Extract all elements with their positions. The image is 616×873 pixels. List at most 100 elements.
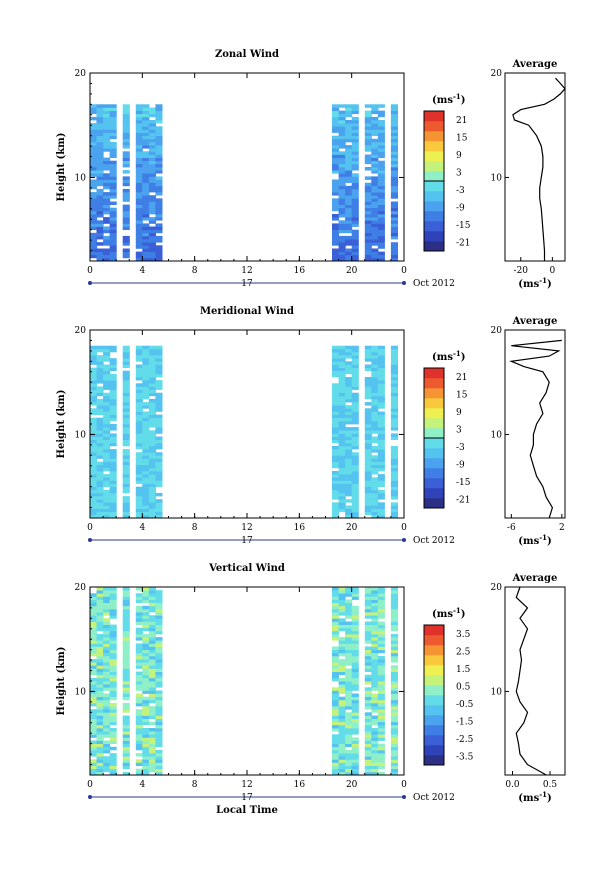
- heatmap-cell: [332, 615, 340, 619]
- heatmap-cell: [351, 232, 359, 237]
- heatmap-cell: [364, 508, 372, 513]
- heatmap-cell: [109, 395, 117, 400]
- heatmap-cell: [148, 176, 156, 180]
- heatmap-cell: [377, 449, 385, 453]
- heatmap-cell: [135, 163, 143, 168]
- heatmap-cell: [109, 702, 117, 707]
- heatmap-cell: [351, 655, 359, 660]
- heatmap-cell: [390, 771, 398, 776]
- heatmap-cell: [345, 145, 353, 149]
- heatmap-cell: [122, 637, 130, 641]
- heatmap-cell: [96, 587, 104, 591]
- heatmap-cell: [148, 348, 156, 353]
- heatmap-cell: [96, 655, 104, 660]
- heatmap-cell: [345, 627, 353, 632]
- heatmap-cell: [345, 126, 353, 130]
- heatmap-cell: [135, 154, 143, 158]
- heatmap-cell: [371, 380, 379, 384]
- heatmap-cell: [103, 712, 111, 716]
- heatmap-cell: [351, 724, 359, 729]
- heatmap-cell: [390, 511, 398, 516]
- avg-y-tick-label: 20: [491, 326, 503, 336]
- heatmap-cell: [122, 753, 130, 757]
- heatmap-cell: [148, 154, 156, 158]
- heatmap-cell: [351, 452, 359, 456]
- heatmap-cell: [96, 605, 104, 610]
- heatmap-cell: [332, 373, 340, 378]
- heatmap-cell: [377, 721, 385, 726]
- heatmap-cell: [345, 173, 353, 177]
- heatmap-cell: [142, 690, 150, 694]
- heatmap-cell: [371, 702, 379, 707]
- heatmap-cell: [90, 734, 98, 738]
- heatmap-cell: [390, 762, 398, 766]
- heatmap-cell: [345, 728, 353, 732]
- x-tick-label: 20: [346, 266, 358, 276]
- heatmap-cell: [142, 605, 150, 610]
- heatmap-cell: [90, 759, 98, 763]
- heatmap-cell: [338, 207, 346, 212]
- heatmap-cell: [122, 662, 130, 666]
- heatmap-cell: [155, 176, 163, 180]
- heatmap-cell: [90, 392, 98, 397]
- heatmap-cell: [135, 126, 143, 130]
- heatmap-cell: [142, 477, 150, 481]
- heatmap-cell: [122, 430, 130, 434]
- heatmap-cell: [90, 464, 98, 469]
- heatmap-cell: [390, 728, 398, 732]
- heatmap-cell: [155, 229, 163, 234]
- heatmap-cell: [148, 138, 156, 143]
- heatmap-cell: [142, 608, 150, 613]
- heatmap-cell: [371, 696, 379, 701]
- heatmap-cell: [142, 355, 150, 359]
- heatmap-cell: [371, 242, 379, 246]
- heatmap-cell: [338, 157, 346, 162]
- heatmap-cell: [345, 762, 353, 766]
- heatmap-cell: [338, 176, 346, 180]
- heatmap-cell: [135, 480, 143, 484]
- x-tick-label: 0: [401, 780, 407, 790]
- heatmap-cell: [135, 461, 143, 466]
- heatmap-cell: [90, 192, 98, 196]
- heatmap-cell: [135, 182, 143, 187]
- heatmap-cell: [155, 182, 163, 187]
- heatmap-cell: [338, 104, 346, 108]
- heatmap-cell: [345, 643, 353, 647]
- heatmap-cell: [364, 129, 372, 133]
- heatmap-cell: [142, 151, 150, 155]
- heatmap-cell: [90, 671, 98, 676]
- heatmap-cell: [122, 361, 130, 365]
- heatmap-cell: [90, 681, 98, 685]
- heatmap-cell: [332, 734, 340, 738]
- heatmap-cell: [148, 439, 156, 444]
- heatmap-cell: [96, 709, 104, 713]
- heatmap-cell: [155, 348, 163, 353]
- heatmap-cell: [142, 740, 150, 744]
- heatmap-cell: [345, 724, 353, 729]
- colorbar-segment: [424, 111, 444, 122]
- average-profile-line: [512, 77, 566, 261]
- heatmap-cell: [135, 502, 143, 506]
- colorbar-unit-label: (ms-1): [432, 92, 465, 106]
- heatmap-cell: [351, 157, 359, 162]
- heatmap-cell: [345, 771, 353, 776]
- heatmap-cell: [364, 214, 372, 218]
- heatmap-cell: [364, 615, 372, 619]
- heatmap-cell: [96, 445, 104, 450]
- heatmap-cell: [338, 154, 346, 158]
- heatmap-cell: [351, 148, 359, 152]
- heatmap-cell: [332, 351, 340, 356]
- heatmap-cell: [122, 759, 130, 763]
- heatmap-cell: [142, 239, 150, 243]
- heatmap-cell: [390, 721, 398, 726]
- heatmap-cell: [345, 756, 353, 760]
- heatmap-cell: [109, 505, 117, 509]
- heatmap-cell: [90, 684, 98, 688]
- heatmap-cell: [90, 217, 98, 221]
- heatmap-cell: [345, 483, 353, 487]
- heatmap-cell: [332, 229, 340, 234]
- heatmap-cell: [103, 461, 111, 466]
- heatmap-cell: [332, 167, 340, 171]
- heatmap-cell: [109, 449, 117, 453]
- heatmap-cell: [364, 257, 372, 262]
